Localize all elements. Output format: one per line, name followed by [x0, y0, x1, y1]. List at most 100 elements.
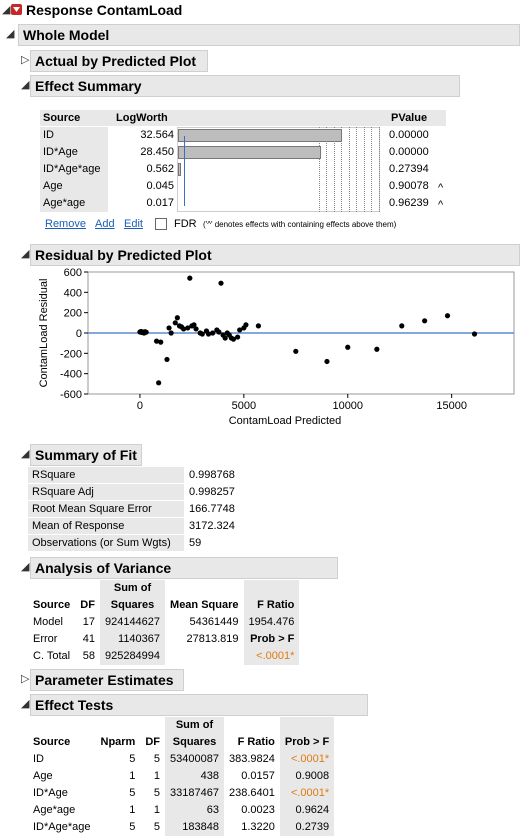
residual-point — [166, 325, 172, 331]
effect-logworth: 0.017 — [146, 197, 174, 209]
residual-point — [237, 327, 243, 333]
effect-summary-header[interactable]: Effect Summary — [30, 75, 460, 97]
y-tick-label: -600 — [60, 389, 82, 401]
effect-source[interactable]: ID*Age — [43, 146, 78, 158]
fit-stat-label: Root Mean Square Error — [28, 501, 184, 517]
residual-point — [324, 358, 330, 365]
effect-test-cell-p: 0.9008 — [279, 768, 335, 785]
parameter-estimates-header[interactable]: Parameter Estimates — [30, 669, 184, 691]
effect-pvalue: 0.00000 — [389, 129, 429, 141]
effect-test-cell-df: 5 — [153, 821, 161, 833]
effect-test-cell-ss: 53400087 — [165, 751, 224, 768]
col-logworth-header: LogWorth — [116, 112, 168, 124]
fdr-checkbox[interactable] — [155, 218, 167, 230]
effect-source[interactable]: Age*age — [43, 197, 86, 209]
anova-header[interactable]: Analysis of Variance — [30, 557, 338, 579]
effect-test-cell-f: 383.9824 — [228, 753, 275, 765]
effect-test-cell-df: 1 — [153, 770, 161, 782]
effect-pvalue: 0.96239 — [389, 197, 429, 209]
residual-point — [444, 313, 451, 319]
residual-point — [187, 275, 193, 281]
expand-triangle-icon[interactable]: ▷ — [21, 54, 30, 66]
effect-test-cell-f: 238.6401 — [228, 787, 275, 799]
effect-test-cell-ss: 183848 — [165, 819, 224, 836]
bar-guide-line — [341, 127, 342, 212]
residual-point — [191, 322, 197, 328]
residual-point — [185, 325, 191, 331]
effect-pvalue: 0.00000 — [389, 146, 429, 158]
bar-guide-line — [378, 127, 380, 212]
collapse-triangle-icon[interactable]: ◢ — [21, 561, 30, 573]
residual-plot-header[interactable]: Residual by Predicted Plot — [30, 244, 520, 266]
y-tick-label: 600 — [64, 267, 82, 279]
collapse-triangle-icon[interactable]: ◢ — [6, 28, 15, 40]
residual-point — [230, 336, 237, 342]
effects-note: ('^' denotes effects with containing eff… — [203, 220, 397, 229]
effect-test-cell-df: 5 — [153, 787, 161, 799]
effect-test-cell-source: Age*age — [33, 804, 76, 816]
anova-cell-source: Error — [33, 633, 58, 645]
residual-point — [193, 326, 199, 332]
residual-point — [216, 329, 222, 335]
collapse-triangle-icon[interactable]: ◢ — [2, 4, 11, 16]
expand-triangle-icon[interactable]: ▷ — [21, 673, 30, 685]
effect-test-cell-p: <.0001* — [279, 785, 335, 802]
effect-source[interactable]: ID*Age*age — [43, 163, 101, 175]
residual-point — [399, 323, 405, 329]
remove-link[interactable]: Remove — [45, 218, 86, 230]
collapse-triangle-icon[interactable]: ◢ — [21, 79, 30, 91]
y-tick-label: 400 — [64, 287, 82, 299]
effect-test-cell-p: 0.9624 — [279, 802, 335, 819]
collapse-triangle-icon[interactable]: ◢ — [21, 248, 30, 260]
effect-pvalue: 0.90078 — [389, 180, 429, 192]
anova-col-df: DF — [80, 599, 95, 611]
anova-cell-source: C. Total — [33, 650, 71, 662]
anova-col-f: F Ratio — [243, 580, 300, 614]
effect-test-cell-df: 5 — [153, 753, 161, 765]
col-pvalue-header: PValue — [391, 112, 428, 124]
effect-source[interactable]: Age — [43, 180, 63, 192]
fit-stat-label: Observations (or Sum Wgts) — [28, 535, 184, 551]
anova-row: Model 17 924144627 54361449 1954.476 — [28, 614, 300, 631]
residual-point — [222, 335, 228, 341]
anova-cell-source: Model — [33, 616, 63, 628]
effect-source[interactable]: ID — [43, 129, 54, 141]
residual-point — [235, 334, 241, 340]
effect-test-row: ID*Age*age 5 5 183848 1.3220 0.2739 — [28, 819, 335, 836]
effect-tests-header[interactable]: Effect Tests — [30, 694, 368, 716]
residual-point — [422, 318, 428, 324]
residual-point — [158, 339, 164, 345]
effect-test-cell-ss: 438 — [165, 768, 224, 785]
anova-cell-ss: 924144627 — [99, 614, 166, 631]
anova-row: C. Total 58 925284994 <.0001* — [28, 648, 300, 665]
red-menu-triangle-icon[interactable] — [11, 4, 22, 15]
bar-guide-line — [326, 127, 327, 212]
effect-test-cell-p: <.0001* — [279, 751, 335, 768]
edit-link[interactable]: Edit — [124, 218, 143, 230]
y-tick-label: -200 — [60, 348, 82, 360]
collapse-triangle-icon[interactable]: ◢ — [21, 448, 30, 460]
add-link[interactable]: Add — [95, 218, 115, 230]
effect-test-cell-source: ID*Age — [33, 787, 68, 799]
et-col-df: DF — [145, 736, 161, 748]
anova-row: Error 41 1140367 27813.819 Prob > F — [28, 631, 300, 648]
residual-point — [293, 348, 299, 354]
scroll-arrow-icon[interactable] — [510, 44, 520, 84]
effect-test-cell-nparm: 1 — [129, 804, 136, 816]
anova-col-source: Source — [33, 599, 71, 611]
y-tick-label: -400 — [60, 369, 82, 381]
x-tick-label: 0 — [137, 400, 143, 412]
residual-point — [168, 330, 174, 336]
fit-stat-label: RSquare — [28, 467, 184, 483]
anova-cell-f: 1954.476 — [243, 614, 300, 631]
collapse-triangle-icon[interactable]: ◢ — [21, 698, 30, 710]
et-col-nparm: Nparm — [100, 736, 136, 748]
bar-guide-line — [318, 127, 320, 212]
whole-model-header[interactable]: Whole Model — [18, 24, 520, 46]
logworth-reference-line — [184, 136, 185, 206]
actual-by-predicted-header[interactable]: Actual by Predicted Plot — [30, 50, 208, 72]
anova-cell-ms: 27813.819 — [186, 633, 239, 645]
effect-test-cell-nparm: 5 — [129, 821, 136, 833]
anova-cell-df: 58 — [82, 650, 95, 662]
summary-of-fit-header[interactable]: Summary of Fit — [30, 444, 142, 466]
